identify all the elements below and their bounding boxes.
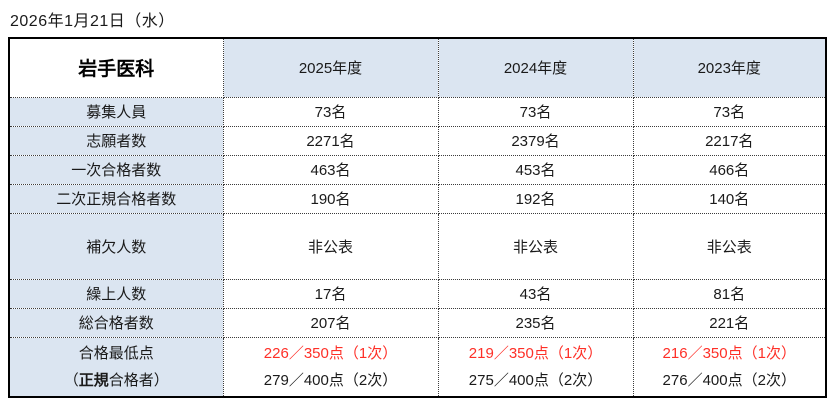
- value-cell: 221名: [632, 307, 827, 338]
- value-cell: 140名: [632, 183, 827, 214]
- row-label: 募集人員: [8, 96, 224, 127]
- admissions-table: 岩手医科 2025年度 2024年度 2023年度 募集人員 73名 73名 7…: [8, 37, 827, 398]
- row-label: 志願者数: [8, 125, 224, 156]
- value-cell: 非公表: [437, 212, 634, 280]
- score-cell-2025: 226／350点（1次） 279／400点（2次）: [222, 336, 439, 398]
- value-cell: 81名: [632, 278, 827, 309]
- table-row-second-stage-regular-pass: 二次正規合格者数 190名 192名 140名: [8, 183, 827, 214]
- value-cell: 192名: [437, 183, 634, 214]
- min-score-label-line1: 合格最低点: [78, 344, 154, 362]
- table-row-recruitment: 募集人員 73名 73名 73名: [8, 96, 827, 127]
- value-cell: 2379名: [437, 125, 634, 156]
- value-cell: 466名: [632, 154, 827, 185]
- min-score-label-line2: （正規合格者）: [10, 367, 222, 394]
- value-cell: 73名: [222, 96, 439, 127]
- value-cell: 73名: [437, 96, 634, 127]
- table-row-moved-up: 繰上人数 17名 43名 81名: [8, 278, 827, 309]
- score-cell-2024: 219／350点（1次） 275／400点（2次）: [437, 336, 634, 398]
- column-header-2025: 2025年度: [222, 37, 439, 98]
- value-cell: 非公表: [632, 212, 827, 280]
- second-stage-score: 279／400点（2次）: [263, 371, 398, 389]
- label-bold-regular: 正規: [78, 371, 109, 389]
- table-row-waitlist: 補欠人数 非公表 非公表 非公表: [8, 212, 827, 280]
- value-cell: 非公表: [222, 212, 439, 280]
- label-paren-open: （: [63, 371, 79, 389]
- column-header-2024: 2024年度: [437, 37, 634, 98]
- first-stage-score: 226／350点（1次）: [263, 344, 398, 362]
- university-name: 岩手医科: [8, 37, 224, 98]
- table-row-applicants: 志願者数 2271名 2379名 2217名: [8, 125, 827, 156]
- row-label: 一次合格者数: [8, 154, 224, 185]
- score-cell-2023: 216／350点（1次） 276／400点（2次）: [632, 336, 827, 398]
- table-row-total-pass: 総合格者数 207名 235名 221名: [8, 307, 827, 338]
- value-cell: 235名: [437, 307, 634, 338]
- table-row-first-stage-pass: 一次合格者数 463名 453名 466名: [8, 154, 827, 185]
- value-cell: 2271名: [222, 125, 439, 156]
- value-cell: 190名: [222, 183, 439, 214]
- value-cell: 2217名: [632, 125, 827, 156]
- label-paren-close: 合格者）: [108, 371, 169, 389]
- row-label-minimum-score: 合格最低点 （正規合格者）: [8, 336, 224, 398]
- value-cell: 17名: [222, 278, 439, 309]
- column-header-2023: 2023年度: [632, 37, 827, 98]
- table-header-row: 岩手医科 2025年度 2024年度 2023年度: [8, 37, 827, 98]
- first-stage-score: 216／350点（1次）: [662, 344, 796, 362]
- row-label: 繰上人数: [8, 278, 224, 309]
- value-cell: 43名: [437, 278, 634, 309]
- second-stage-score: 275／400点（2次）: [468, 371, 603, 389]
- value-cell: 73名: [632, 96, 827, 127]
- second-stage-score: 276／400点（2次）: [662, 371, 796, 389]
- value-cell: 207名: [222, 307, 439, 338]
- row-label: 二次正規合格者数: [8, 183, 224, 214]
- row-label: 総合格者数: [8, 307, 224, 338]
- date-title: 2026年1月21日（水）: [10, 13, 175, 30]
- table-row-minimum-score: 合格最低点 （正規合格者） 226／350点（1次） 279／400点（2次） …: [8, 336, 827, 398]
- value-cell: 463名: [222, 154, 439, 185]
- first-stage-score: 219／350点（1次）: [468, 344, 603, 362]
- row-label: 補欠人数: [8, 212, 224, 280]
- value-cell: 453名: [437, 154, 634, 185]
